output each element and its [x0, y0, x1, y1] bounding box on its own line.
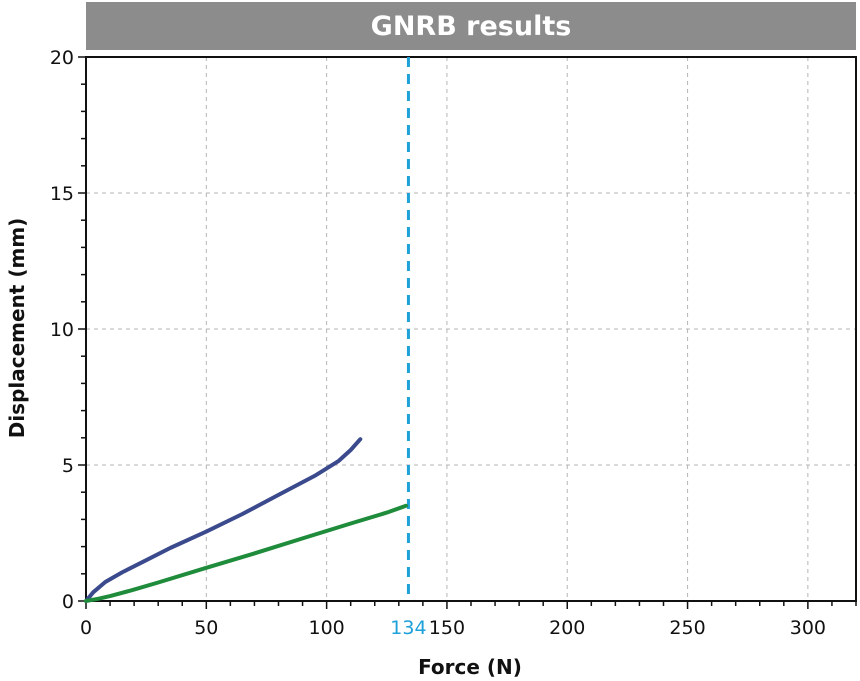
x-tick-label: 200 [549, 617, 585, 639]
x-tick-label: 300 [790, 617, 826, 639]
x-axis-label: Force (N) [418, 655, 522, 679]
y-tick-label: 0 [62, 591, 74, 613]
reference-line-label: 134 [390, 617, 426, 639]
y-tick-label: 15 [50, 183, 74, 205]
grid [86, 57, 856, 601]
series-line-1 [84, 437, 363, 603]
x-tick-label: 0 [80, 617, 92, 639]
x-tick-label: 50 [194, 617, 218, 639]
x-tick-label: 150 [429, 617, 465, 639]
series-group [84, 437, 408, 603]
x-tick-label: 100 [308, 617, 344, 639]
axes [78, 56, 857, 609]
y-tick-label: 20 [50, 47, 74, 69]
x-tick-label: 250 [669, 617, 705, 639]
chart-title: GNRB results [86, 2, 856, 50]
y-axis-label: Displacement (mm) [5, 218, 29, 439]
y-tick-label: 10 [50, 319, 74, 341]
reference-line-group: 134 [390, 57, 427, 639]
series-line-2 [84, 503, 408, 603]
y-tick-label: 5 [62, 455, 74, 477]
